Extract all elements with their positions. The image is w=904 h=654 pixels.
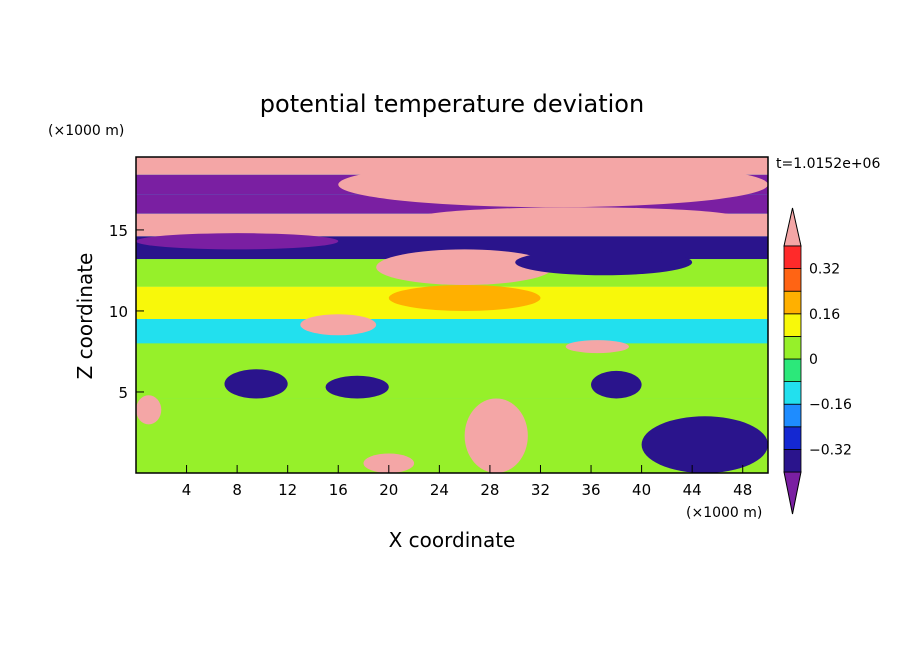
y-units-label: (×1000 m) [48, 123, 124, 139]
chart-title: potential temperature deviation [260, 90, 644, 118]
x-tick-label: 20 [379, 481, 398, 499]
colorbar-bin [783, 448, 802, 473]
x-axis: 4 8 12 16 20 24 28 32 36 40 44 48 [182, 465, 752, 499]
colorbar-bin [783, 403, 802, 428]
x-tick-label: 16 [329, 481, 348, 499]
y-axis: 5 10 15 [109, 222, 144, 402]
field-feature-14 [363, 453, 415, 473]
y-tick-label: 15 [109, 222, 128, 240]
field-feature-7 [565, 340, 629, 354]
colorbar-bin [783, 381, 802, 405]
colorbar-tick-label: −0.32 [809, 442, 852, 458]
colorbar-bin [783, 358, 802, 383]
field-feature-10 [591, 370, 642, 399]
contour-field [136, 157, 768, 473]
x-tick-label: 44 [683, 481, 702, 499]
colorbar-bin [783, 245, 802, 270]
field-band-7 [136, 319, 768, 344]
colorbar-tick-label: 0.16 [809, 307, 840, 323]
x-tick-label: 48 [733, 481, 752, 499]
field-feature-11 [464, 398, 528, 473]
field-feature-3 [376, 249, 554, 286]
x-tick-label: 12 [278, 481, 297, 499]
field-feature-8 [224, 369, 288, 399]
field-feature-1 [338, 161, 768, 208]
colorbar-tick-label: 0 [809, 352, 818, 368]
x-tick-label: 32 [531, 481, 550, 499]
time-label: t=1.0152e+06 [776, 156, 880, 172]
y-tick-label: 5 [118, 384, 128, 402]
x-tick-label: 24 [430, 481, 449, 499]
x-units-label: (×1000 m) [686, 505, 762, 521]
plot-frame [135, 156, 769, 474]
field-feature-2 [414, 207, 743, 230]
colorbar-bin [783, 268, 802, 292]
colorbar-bin [783, 313, 802, 337]
field-feature-0 [136, 233, 339, 250]
x-axis-label: X coordinate [389, 528, 516, 552]
field-feature-5 [515, 249, 693, 276]
plot-area [135, 156, 769, 474]
x-tick-label: 40 [632, 481, 651, 499]
colorbar-extend-bottom [783, 471, 802, 515]
x-tick-label: 28 [480, 481, 499, 499]
field-feature-12 [641, 416, 768, 473]
field-feature-6 [300, 314, 377, 336]
y-tick-label: 10 [109, 303, 128, 321]
colorbar-tick-label: −0.16 [809, 397, 852, 413]
colorbar-tick-label: 0.32 [809, 262, 840, 278]
colorbar-bin [783, 290, 802, 315]
colorbar-bin [783, 335, 802, 360]
field-feature-9 [325, 375, 389, 399]
colorbar: 0.32 0.16 0 −0.16 −0.32 [783, 207, 852, 515]
colorbar-extend-top [783, 207, 802, 247]
x-tick-label: 8 [232, 481, 242, 499]
x-tick-label: 36 [581, 481, 600, 499]
field-feature-13 [136, 395, 162, 425]
x-tick-label: 4 [182, 481, 192, 499]
y-axis-label: Z coordinate [73, 253, 97, 380]
colorbar-bin [783, 426, 802, 450]
field-feature-4 [388, 285, 541, 311]
